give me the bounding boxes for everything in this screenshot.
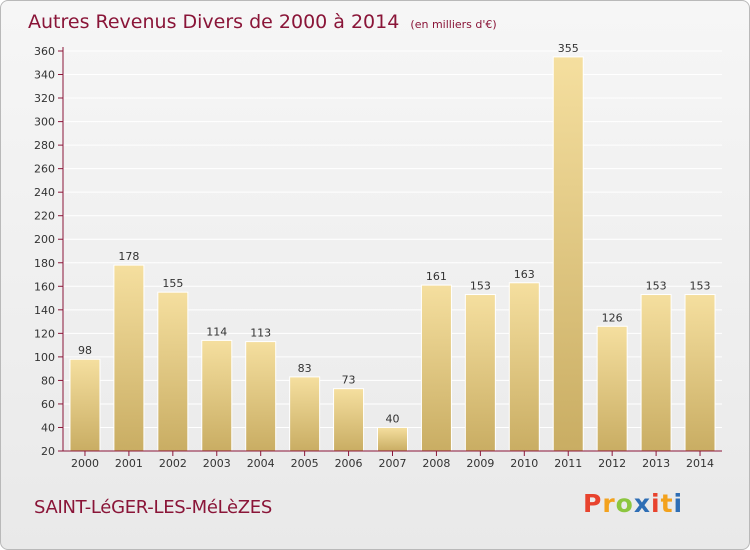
y-tick-label: 100 (34, 351, 55, 364)
x-tick-labels: 2000 2001 2002 2003 2004 2005 2006 2007 2008 2009… (71, 457, 714, 470)
bar-2005 (289, 376, 321, 452)
town-name: SAINT-LéGER-LES-MéLèZES (34, 497, 273, 518)
x-tick-label: 2013 (642, 457, 670, 470)
value-label: 355 (558, 42, 579, 55)
x-tick-label: 2006 (335, 457, 363, 470)
brand-logo: Proxiti (583, 489, 683, 518)
x-tick-label: 2010 (510, 457, 538, 470)
value-labels: 98 178 155 114 113 83 73 40 161 153 163 355 126 153 15… (78, 42, 711, 426)
value-label: 153 (470, 280, 491, 293)
brand-letter: i (673, 489, 684, 518)
value-label: 178 (118, 250, 139, 263)
chart-subtitle: (en milliers d'€) (410, 18, 497, 31)
bar-2011 (552, 56, 584, 452)
brand-letter: o (615, 489, 634, 518)
axes (58, 47, 722, 456)
y-tick-label: 180 (34, 257, 55, 270)
bar-2008 (420, 284, 452, 452)
chart-title: Autres Revenus Divers de 2000 à 2014 (28, 11, 400, 33)
bar-2003 (201, 339, 233, 452)
value-label: 161 (426, 270, 447, 283)
x-tick-label: 2000 (71, 457, 99, 470)
y-tick-label: 40 (41, 421, 55, 434)
value-label: 155 (162, 277, 183, 290)
y-tick-label: 240 (34, 186, 55, 199)
bar-2009 (464, 294, 496, 452)
y-tick-label: 60 (41, 398, 55, 411)
y-tick-label: 280 (34, 139, 55, 152)
y-tick-label: 360 (34, 45, 55, 58)
x-tick-label: 2014 (686, 457, 714, 470)
x-tick-label: 2005 (291, 457, 319, 470)
x-tick-label: 2003 (203, 457, 231, 470)
value-label: 40 (386, 412, 400, 425)
y-tick-label: 140 (34, 304, 55, 317)
value-label: 163 (514, 268, 535, 281)
brand-letter: P (583, 489, 603, 518)
value-label: 126 (602, 311, 623, 324)
y-tick-label: 320 (34, 92, 55, 105)
bar-2000 (69, 358, 101, 452)
bar-2002 (157, 291, 189, 452)
y-tick-label: 260 (34, 163, 55, 176)
x-tick-label: 2011 (554, 457, 582, 470)
value-label: 153 (690, 280, 711, 293)
y-tick-label: 300 (34, 116, 55, 129)
bar-2013 (640, 294, 672, 452)
y-tick-label: 80 (41, 374, 55, 387)
value-label: 73 (342, 374, 356, 387)
x-tick-label: 2007 (379, 457, 407, 470)
y-tick-labels: 20 40 60 80 100 120 140 160 180 200 220 240 260 280 30… (34, 45, 55, 458)
y-tick-label: 220 (34, 210, 55, 223)
chart-header: Autres Revenus Divers de 2000 à 2014 (en… (28, 11, 497, 33)
value-label: 83 (298, 362, 312, 375)
bar-2004 (245, 341, 277, 452)
y-tick-label: 20 (41, 445, 55, 458)
y-tick-label: 160 (34, 280, 55, 293)
x-tick-label: 2009 (466, 457, 494, 470)
brand-letter: r (602, 489, 616, 518)
brand-letter: x (633, 489, 651, 518)
bar-2001 (113, 264, 145, 452)
value-label: 113 (250, 327, 271, 340)
bar-2014 (684, 294, 716, 452)
bar-2010 (508, 282, 540, 452)
brand-letter: i (651, 489, 661, 518)
value-label: 114 (206, 325, 227, 338)
x-tick-label: 2008 (422, 457, 450, 470)
x-tick-label: 2004 (247, 457, 275, 470)
brand-letter: t (660, 489, 674, 518)
x-tick-label: 2012 (598, 457, 626, 470)
x-tick-label: 2001 (115, 457, 143, 470)
x-tick-label: 2002 (159, 457, 187, 470)
y-tick-label: 340 (34, 69, 55, 82)
y-tick-label: 200 (34, 233, 55, 246)
bar-2007 (377, 426, 408, 452)
y-tick-label: 120 (34, 327, 55, 340)
bars (69, 56, 716, 452)
bar-2006 (333, 388, 365, 452)
value-label: 98 (78, 344, 92, 357)
bar-2012 (596, 325, 628, 452)
value-label: 153 (646, 280, 667, 293)
